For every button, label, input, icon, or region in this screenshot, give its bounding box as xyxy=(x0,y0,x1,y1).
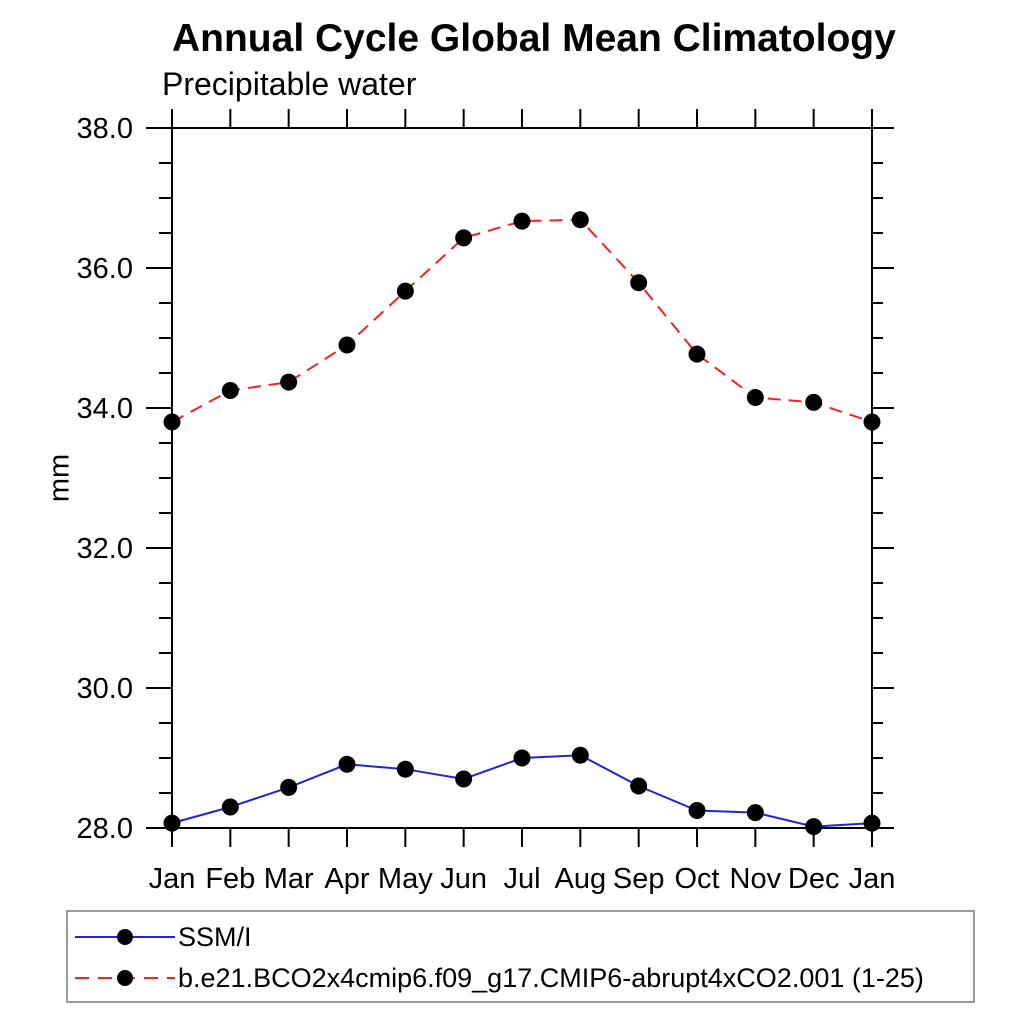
x-tick-label: Jan xyxy=(849,863,896,895)
series-line-1 xyxy=(171,218,873,423)
legend-label-model: b.e21.BCO2x4cmip6.f09_g17.CMIP6-abrupt4x… xyxy=(178,962,924,993)
legend-line-sample-ssmi xyxy=(75,929,175,945)
data-point-series-1 xyxy=(863,413,881,431)
y-tick-label: 34.0 xyxy=(77,393,133,425)
data-point-series-0 xyxy=(688,802,706,819)
data-point-series-1 xyxy=(688,345,706,363)
x-tick-label: Oct xyxy=(674,863,719,895)
data-point-series-1 xyxy=(221,382,239,399)
legend: SSM/I b.e21.BCO2x4cmip6.f09_g17.CMIP6-ab… xyxy=(66,910,975,1003)
x-tick-label: Feb xyxy=(205,863,255,895)
data-point-series-1 xyxy=(396,282,414,300)
x-tick-label: Jul xyxy=(503,863,540,895)
data-point-series-1 xyxy=(571,211,589,229)
x-tick-label: Sep xyxy=(613,863,665,895)
data-point-series-1 xyxy=(805,393,823,411)
data-point-series-1 xyxy=(746,389,764,406)
legend-label-ssmi: SSM/I xyxy=(178,921,252,952)
data-point-series-1 xyxy=(513,212,531,230)
data-point-series-0 xyxy=(746,804,764,822)
data-point-series-0 xyxy=(513,749,531,767)
y-tick-label: 28.0 xyxy=(77,813,133,845)
data-point-series-0 xyxy=(280,778,298,796)
legend-marker-ssmi xyxy=(117,929,133,945)
x-tick-label: Nov xyxy=(730,863,782,895)
chart-title: Annual Cycle Global Mean Climatology xyxy=(172,17,896,60)
y-tick-label: 36.0 xyxy=(77,253,133,285)
x-tick-label: Jun xyxy=(440,863,487,895)
y-tick-label: 30.0 xyxy=(77,673,133,705)
data-point-series-0 xyxy=(396,760,414,778)
data-point-series-1 xyxy=(163,413,181,431)
plot-frame xyxy=(171,127,873,829)
legend-marker-model xyxy=(117,970,133,986)
data-point-series-0 xyxy=(571,746,589,764)
x-tick-label: Mar xyxy=(264,863,314,895)
x-tick-label: Jan xyxy=(149,863,196,895)
data-point-series-1 xyxy=(455,229,473,247)
x-tick-label: Aug xyxy=(555,863,607,895)
data-point-series-0 xyxy=(805,818,823,836)
legend-item-model: b.e21.BCO2x4cmip6.f09_g17.CMIP6-abrupt4x… xyxy=(75,959,973,997)
data-point-series-1 xyxy=(280,373,298,391)
data-point-series-0 xyxy=(338,755,356,773)
legend-item-ssmi: SSM/I xyxy=(75,918,973,956)
data-point-series-0 xyxy=(455,770,473,788)
chart-subtitle: Precipitable water xyxy=(162,66,417,102)
data-point-series-1 xyxy=(338,336,356,354)
data-point-series-0 xyxy=(163,814,181,832)
data-point-series-1 xyxy=(630,274,648,292)
x-tick-label: Apr xyxy=(324,863,369,895)
data-point-series-0 xyxy=(221,798,239,816)
x-tick-label: May xyxy=(378,863,433,895)
legend-line-sample-model xyxy=(75,970,175,986)
x-tick-label: Dec xyxy=(788,863,840,895)
data-point-series-0 xyxy=(630,777,648,795)
y-tick-label: 32.0 xyxy=(77,533,133,565)
data-point-series-0 xyxy=(863,814,881,832)
y-tick-label: 38.0 xyxy=(77,113,133,145)
